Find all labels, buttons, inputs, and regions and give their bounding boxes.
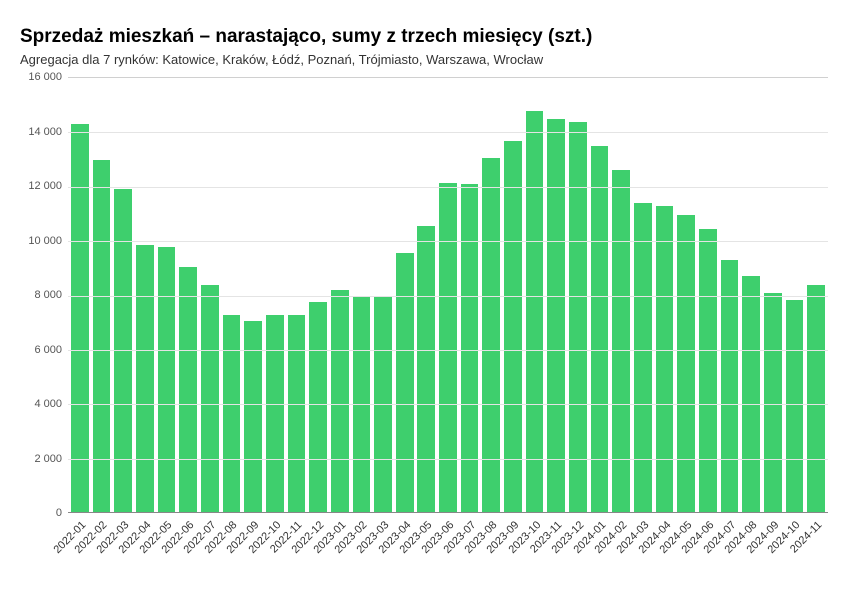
bar <box>158 247 176 513</box>
bar <box>201 285 219 513</box>
bar <box>504 141 522 513</box>
chart-subtitle: Agregacja dla 7 rynków: Katowice, Kraków… <box>20 52 828 67</box>
y-tick-label: 6 000 <box>34 344 62 356</box>
bar <box>114 189 132 513</box>
bar <box>764 293 782 513</box>
chart-area: 02 0004 0006 0008 00010 00012 00014 0001… <box>20 77 828 585</box>
bar <box>569 122 587 514</box>
bar <box>396 253 414 513</box>
bar <box>93 160 111 513</box>
chart-container: Sprzedaż mieszkań – narastająco, sumy z … <box>0 0 848 595</box>
gridline <box>68 296 828 297</box>
y-tick-label: 8 000 <box>34 289 62 301</box>
bar <box>179 267 197 513</box>
bar <box>288 315 306 513</box>
y-tick-label: 0 <box>56 507 62 519</box>
bar <box>461 184 479 513</box>
y-axis: 02 0004 0006 0008 00010 00012 00014 0001… <box>20 77 68 513</box>
bar <box>526 111 544 513</box>
bar <box>634 203 652 513</box>
bar <box>612 170 630 513</box>
gridline <box>68 187 828 188</box>
gridline <box>68 404 828 405</box>
bar <box>786 300 804 513</box>
bar <box>807 285 825 513</box>
gridline <box>68 132 828 133</box>
bar <box>71 124 89 513</box>
x-label-slot: 2024-11 <box>806 513 826 585</box>
bar <box>331 290 349 513</box>
x-axis-row: 2022-012022-022022-032022-042022-052022-… <box>20 513 828 585</box>
bar <box>439 183 457 513</box>
y-tick-label: 10 000 <box>28 235 62 247</box>
bar <box>721 260 739 513</box>
gridline <box>68 459 828 460</box>
bar <box>482 158 500 513</box>
plot-area <box>68 77 828 513</box>
chart-title: Sprzedaż mieszkań – narastająco, sumy z … <box>20 26 828 48</box>
bar <box>309 302 327 513</box>
bar <box>266 315 284 513</box>
y-tick-label: 12 000 <box>28 180 62 192</box>
bar <box>699 229 717 513</box>
y-tick-label: 2 000 <box>34 453 62 465</box>
bar <box>656 206 674 513</box>
plot-row: 02 0004 0006 0008 00010 00012 00014 0001… <box>20 77 828 513</box>
bar <box>136 245 154 513</box>
bar <box>742 276 760 513</box>
bar <box>417 226 435 513</box>
bar <box>677 215 695 513</box>
bar <box>223 315 241 513</box>
gridline <box>68 350 828 351</box>
y-tick-label: 4 000 <box>34 398 62 410</box>
gridline <box>68 241 828 242</box>
x-axis-labels: 2022-012022-022022-032022-042022-052022-… <box>68 513 828 585</box>
bar <box>547 119 565 513</box>
y-tick-label: 14 000 <box>28 126 62 138</box>
y-tick-label: 16 000 <box>28 71 62 83</box>
